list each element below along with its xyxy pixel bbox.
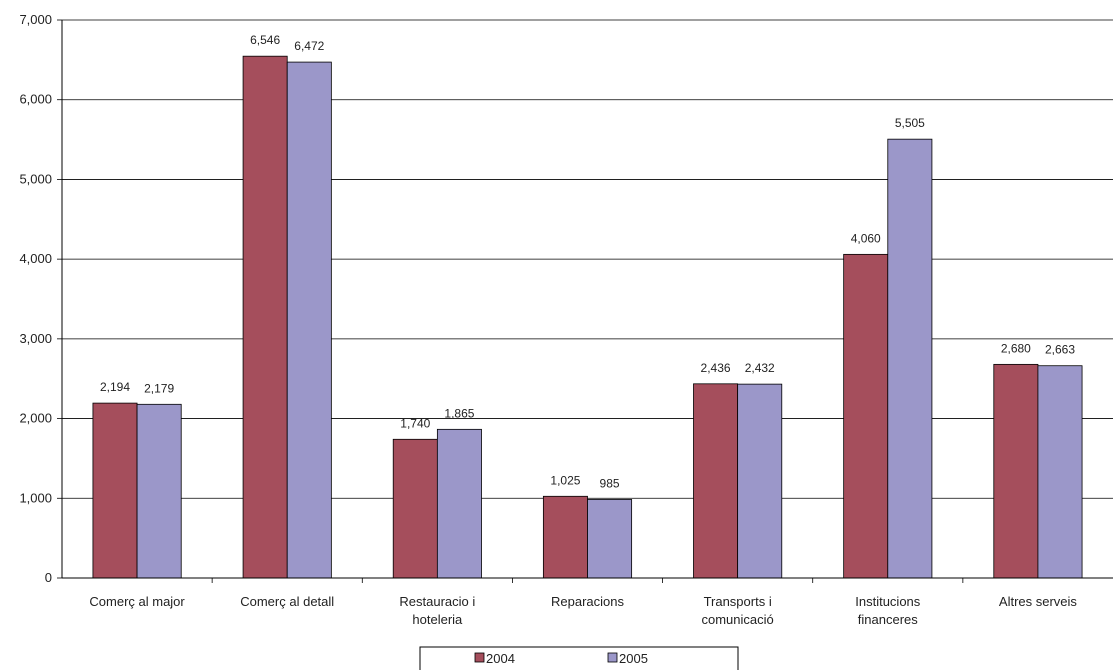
bar xyxy=(436,428,482,579)
data-label: 1,025 xyxy=(550,473,580,487)
x-category-label: Comerç al detall xyxy=(240,594,334,609)
x-axis-categories: Comerç al major Comerç al detall Restaurac… xyxy=(89,594,1077,627)
data-labels: 2,194 2,179 6,546 6,472 1,740 1,865 1,025 985 2,… xyxy=(100,33,1075,490)
data-label: 2,194 xyxy=(100,380,130,394)
bar xyxy=(286,61,332,579)
bar xyxy=(843,253,889,579)
legend-swatch xyxy=(474,652,485,663)
legend-box xyxy=(419,646,739,670)
x-category-label: Reparacions xyxy=(551,594,624,609)
data-label: 2,680 xyxy=(1001,341,1031,355)
y-tick-label: 0 xyxy=(45,570,52,585)
y-tick-label: 2,000 xyxy=(19,411,52,426)
y-tick-label: 4,000 xyxy=(19,251,52,266)
data-label: 2,432 xyxy=(745,361,775,375)
x-category-label: financeres xyxy=(858,612,918,627)
bar xyxy=(392,438,438,579)
y-tick-label: 7,000 xyxy=(19,12,52,27)
data-label: 6,546 xyxy=(250,33,280,47)
data-label: 2,179 xyxy=(144,381,174,395)
y-tick-label: 3,000 xyxy=(19,331,52,346)
bar xyxy=(1037,365,1083,579)
x-category-label: hoteleria xyxy=(412,612,463,627)
x-category-label: Restauracio i xyxy=(399,594,475,609)
bar xyxy=(993,363,1039,579)
data-label: 985 xyxy=(600,476,620,490)
data-label: 2,663 xyxy=(1045,343,1075,357)
data-label: 6,472 xyxy=(294,39,324,53)
bar xyxy=(587,499,633,579)
y-tick-label: 1,000 xyxy=(19,490,52,505)
data-label: 4,060 xyxy=(851,231,881,245)
legend-label: 2004 xyxy=(486,651,515,666)
data-label: 1,740 xyxy=(400,416,430,430)
y-tick-label: 5,000 xyxy=(19,171,52,186)
legend-label: 2005 xyxy=(619,651,648,666)
bars xyxy=(92,55,1083,579)
axes xyxy=(61,20,1113,583)
y-tick-label: 6,000 xyxy=(19,92,52,107)
y-axis-ticks: 0 1,000 2,000 3,000 4,000 5,000 6,000 7,000 xyxy=(19,12,62,585)
bar xyxy=(92,402,138,579)
bar xyxy=(242,55,288,579)
gridlines xyxy=(62,19,1113,499)
bar xyxy=(737,383,783,579)
x-category-label: Institucions xyxy=(855,594,921,609)
x-category-label: Comerç al major xyxy=(89,594,185,609)
x-category-label: comunicació xyxy=(702,612,774,627)
bar xyxy=(887,138,933,579)
x-category-label: Transports i xyxy=(704,594,772,609)
bar xyxy=(136,403,182,579)
legend-swatch xyxy=(607,652,618,663)
bar xyxy=(693,383,739,579)
bar xyxy=(542,495,588,579)
x-category-label: Altres serveis xyxy=(999,594,1078,609)
data-label: 5,505 xyxy=(895,116,925,130)
data-label: 1,865 xyxy=(444,406,474,420)
data-label: 2,436 xyxy=(701,361,731,375)
legend: 2004 2005 xyxy=(419,646,739,670)
